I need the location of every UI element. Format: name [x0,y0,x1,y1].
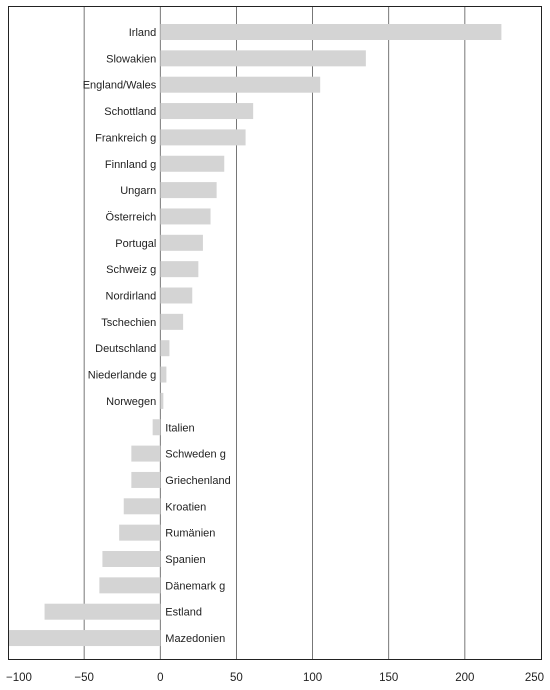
x-tick-label: −50 [74,672,94,684]
bars [8,24,502,647]
x-tick-label: 50 [230,672,243,684]
category-label: Portugal [115,238,156,250]
bar [99,577,161,594]
category-label: Irland [129,27,157,39]
bar [131,445,161,462]
bar [160,103,254,120]
bar [160,340,170,357]
category-label: Estland [165,607,202,619]
x-tick-label: 150 [379,672,398,684]
x-axis-tick-labels: −100 −50 0 50 100 150 200 250 [6,672,544,684]
bar [119,524,161,541]
bar [44,603,161,620]
category-label: England/Wales [83,80,157,92]
bar [160,208,211,225]
bar [160,24,502,40]
x-tick-label: 100 [303,672,322,684]
x-tick-label: 250 [525,672,544,684]
bar [131,471,161,488]
category-label: Finnland g [105,159,156,171]
bar [152,419,161,436]
bar [160,182,217,199]
category-label: Schweiz g [106,264,156,276]
category-label: Norwegen [106,396,156,408]
category-label: Nordirland [106,291,157,303]
bar [160,313,184,330]
category-label: Mazedonien [165,633,225,645]
category-label: Spanien [165,554,205,566]
category-label: Deutschland [95,343,156,355]
bar [102,551,161,567]
x-tick-label: 200 [455,672,474,684]
category-label: Niederlande g [88,370,157,382]
category-label: Italien [165,422,194,434]
x-tick-label: 0 [157,672,163,684]
x-tick-label: −100 [6,672,32,684]
bar [160,392,164,409]
category-label: Österreich [106,211,157,223]
bar [160,155,225,172]
category-label: Rumänien [165,528,215,540]
category-label: Dänemark g [165,580,225,592]
bar [160,287,193,304]
bar [160,234,203,251]
bar [8,630,161,647]
category-label: Ungarn [120,185,156,197]
bar [160,50,366,67]
plot-frame [8,6,542,660]
category-label: Slowakien [106,53,156,65]
category-label: Schweden g [165,449,226,461]
category-label: Frankreich g [95,132,156,144]
bar [160,129,246,146]
category-label: Griechenland [165,475,230,487]
category-label: Tschechien [101,317,156,329]
bar [123,498,161,515]
bar [160,366,167,383]
bar [160,261,199,278]
category-label: Kroatien [165,501,206,513]
category-labels: Irland Slowakien England/Wales Schottland Fr… [83,27,231,645]
bar [160,76,321,93]
category-label: Schottland [104,106,156,118]
